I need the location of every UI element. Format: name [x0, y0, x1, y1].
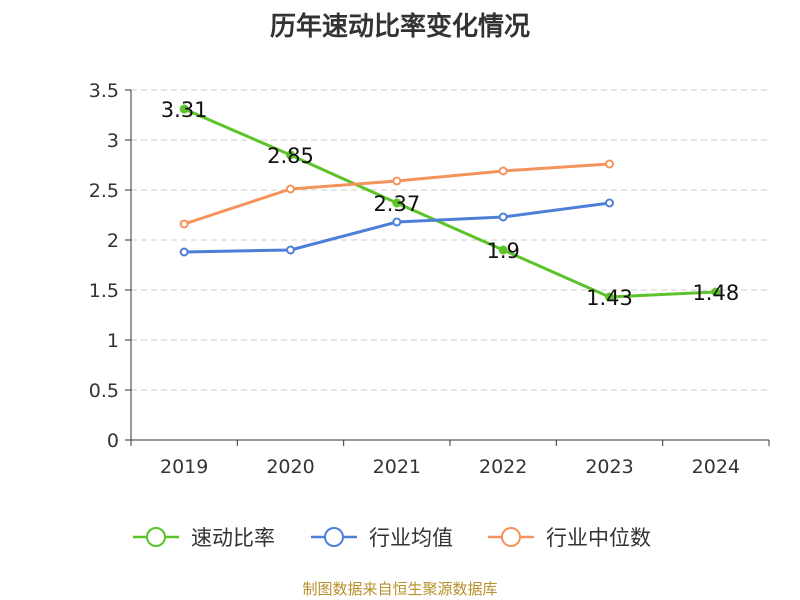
source-note: 制图数据来自恒生聚源数据库 — [302, 580, 498, 598]
series-layer — [179, 104, 721, 302]
legend[interactable]: 速动比率 行业均值 行业中位数 — [133, 526, 651, 550]
y-tick-label: 3 — [107, 130, 119, 152]
y-tick-label: 3.5 — [89, 80, 119, 102]
legend-marker — [146, 527, 166, 547]
data-point — [179, 219, 189, 229]
data-point — [605, 198, 614, 208]
axes: 0 0.5 1 1.5 2 2.5 3 3.5 2019 2020 2021 2022 2023 2024 — [89, 80, 770, 478]
grid-lines — [131, 89, 769, 391]
y-tick-label: 0 — [107, 430, 119, 452]
x-tick-label: 2020 — [266, 456, 314, 478]
data-label: 1.43 — [586, 286, 633, 310]
data-label: 3.31 — [161, 98, 208, 122]
legend-item[interactable]: 速动比率 — [133, 526, 275, 550]
y-tick-label: 1.5 — [89, 280, 119, 302]
data-point — [605, 292, 614, 302]
data-point — [498, 166, 508, 176]
legend-item[interactable]: 行业中位数 — [488, 526, 651, 550]
x-tick-label: 2019 — [160, 456, 208, 478]
y-tick-label: 1 — [107, 330, 119, 352]
legend-label: 行业中位数 — [546, 526, 651, 550]
data-point — [286, 184, 295, 194]
y-tick-label: 2 — [107, 230, 119, 252]
data-point — [286, 150, 295, 160]
data-point — [286, 245, 295, 255]
legend-marker — [501, 527, 521, 547]
data-point — [605, 159, 614, 169]
series-line — [183, 107, 716, 299]
data-label: 1.9 — [486, 239, 519, 263]
data-point — [392, 176, 402, 186]
data-point — [392, 217, 402, 227]
data-labels: 3.31 2.85 2.37 1.9 1.43 1.48 — [161, 98, 739, 310]
data-label: 1.48 — [692, 281, 739, 305]
data-label: 2.85 — [267, 144, 314, 168]
data-point — [392, 198, 402, 208]
data-point — [179, 247, 189, 257]
data-point — [711, 287, 721, 297]
data-point — [179, 104, 189, 114]
y-tick-label: 2.5 — [89, 180, 119, 202]
chart-title: 历年速动比率变化情况 — [269, 12, 530, 42]
legend-label: 速动比率 — [191, 526, 275, 550]
x-tick-label: 2024 — [692, 456, 740, 478]
y-tick-label: 0.5 — [89, 380, 119, 402]
legend-marker — [324, 527, 344, 547]
data-point — [498, 212, 508, 222]
legend-label: 行业均值 — [369, 526, 453, 550]
data-label: 2.37 — [373, 192, 420, 216]
x-tick-label: 2021 — [373, 456, 421, 478]
x-tick-label: 2022 — [479, 456, 527, 478]
x-tick-label: 2023 — [585, 456, 633, 478]
legend-item[interactable]: 行业均值 — [311, 526, 453, 550]
data-point — [498, 245, 508, 255]
